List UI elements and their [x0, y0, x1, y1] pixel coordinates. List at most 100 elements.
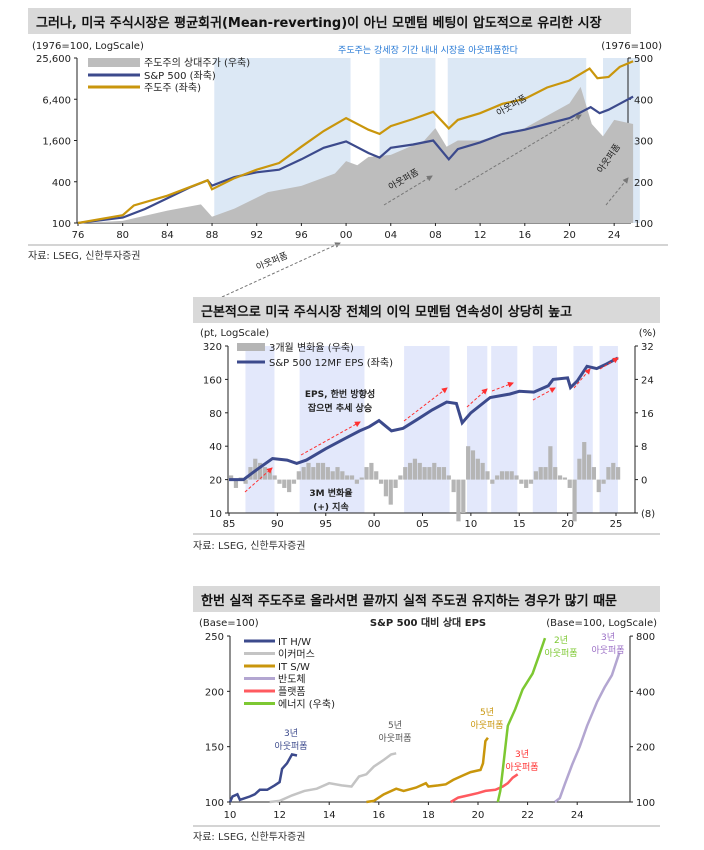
legend-sp500-label: S&P 500 (좌축)	[144, 70, 216, 82]
x-tick-label: 25	[610, 519, 623, 530]
annotation-eps-1: EPS, 한번 방향성	[305, 388, 375, 400]
change-bar	[316, 462, 321, 480]
left-tick-label: 25,600	[36, 54, 71, 65]
x-tick-label: 10	[465, 519, 478, 530]
outperform-label: 아웃퍼폼	[255, 250, 290, 273]
change-bar	[601, 479, 606, 484]
eps-line	[229, 356, 619, 482]
x-tick-label: 80	[116, 230, 129, 241]
x-tick-label: 16	[518, 230, 531, 241]
x-tick-label: 96	[295, 230, 308, 241]
left-tick-label: 40	[209, 442, 222, 453]
outperform-label: 3년	[284, 728, 298, 739]
x-tick-label: 14	[323, 810, 336, 821]
change-bar	[562, 477, 567, 480]
left-tick-label: 200	[205, 687, 224, 698]
series-line	[450, 773, 519, 804]
x-tick-label: 84	[161, 230, 174, 241]
change-bar	[557, 475, 563, 480]
right-tick-label: 800	[636, 632, 655, 643]
x-tick-label: 12	[273, 810, 286, 821]
x-tick-label: 18	[422, 810, 435, 821]
outperform-label: 5년	[388, 720, 402, 731]
change-bar	[335, 467, 340, 480]
change-bar	[543, 467, 548, 480]
outperform-label: 5년	[480, 707, 494, 718]
x-tick-label: 12	[474, 230, 487, 241]
change-bar	[509, 471, 514, 480]
x-tick-label: 08	[429, 230, 442, 241]
change-bar	[490, 479, 495, 484]
legend-label: IT H/W	[278, 637, 311, 648]
x-tick-label: 88	[206, 230, 219, 241]
momentum-arrow	[573, 368, 591, 389]
outperform-label: 3년	[601, 632, 615, 643]
left-tick-label: 150	[205, 743, 224, 754]
change-bar	[340, 471, 345, 480]
change-bar	[374, 471, 379, 480]
change-bar	[441, 467, 447, 480]
chart-2-left-unit: (pt, LogScale)	[200, 328, 269, 339]
x-tick-label: 05	[416, 519, 429, 530]
change-bar	[514, 475, 519, 480]
outperform-label: 아웃퍼폼	[470, 720, 503, 731]
change-bar	[407, 462, 413, 480]
change-bar	[422, 467, 427, 480]
change-bar	[233, 479, 239, 488]
x-tick-label: 92	[250, 230, 263, 241]
legend-label: 반도체	[278, 674, 306, 686]
x-tick-label: 04	[384, 230, 397, 241]
right-tick-label: 400	[634, 95, 653, 106]
change-bar	[577, 458, 582, 480]
outperform-label: 아웃퍼폼	[378, 733, 411, 744]
change-bar	[524, 479, 529, 488]
outperform-label: 2년	[554, 635, 568, 646]
outperform-label: 3년	[515, 749, 529, 760]
change-bar	[572, 479, 577, 522]
change-bar	[451, 479, 456, 493]
annotation-3m-2: (+) 지속	[313, 501, 348, 513]
chart-3-subtitle: S&P 500 대비 상대 EPS	[370, 616, 486, 629]
change-bar	[320, 462, 326, 480]
change-bar	[272, 475, 277, 480]
change-bar	[388, 479, 393, 505]
shaded-period	[245, 346, 275, 513]
x-tick-label: 15	[513, 519, 526, 530]
chart-2-title: 근본적으로 미국 주식시장 전체의 이익 모멘텀 연속성이 상당히 높고	[201, 304, 572, 320]
change-bar	[282, 479, 287, 488]
shaded-period	[467, 346, 488, 513]
change-bar	[470, 450, 476, 480]
change-bar	[437, 467, 442, 480]
series-line	[366, 737, 489, 804]
change-bar	[229, 475, 234, 480]
outperform-label: 아웃퍼폼	[544, 648, 577, 659]
x-tick-label: 10	[224, 810, 237, 821]
series-line	[496, 637, 547, 803]
change-bar	[591, 467, 597, 480]
change-bar	[495, 475, 500, 480]
chart-2-source: 자료: LSEG, 신한투자증권	[193, 540, 306, 552]
momentum-arrow	[244, 467, 273, 493]
x-tick-label: 24	[608, 230, 621, 241]
change-bar	[306, 462, 311, 480]
change-bar	[383, 479, 388, 497]
momentum-arrow	[491, 381, 514, 392]
shaded-period	[532, 346, 557, 513]
change-bar	[432, 462, 437, 480]
outperform-label: 아웃퍼폼	[274, 741, 307, 752]
shaded-period	[404, 346, 450, 513]
shaded-period	[299, 346, 365, 513]
change-bar	[291, 479, 297, 484]
momentum-arrow	[532, 387, 556, 401]
change-bar	[262, 467, 268, 480]
change-bar	[611, 462, 616, 480]
change-bar	[345, 475, 350, 480]
annotation-3m-1: 3M 변화율	[309, 487, 352, 499]
chart-1-title: 그러나, 미국 주식시장은 평균회귀(Mean-reverting)이 아닌 모…	[36, 15, 602, 31]
series-line	[228, 752, 298, 803]
right-tick-label: 200	[634, 178, 653, 189]
change-bar	[586, 454, 592, 480]
right-tick-label: 200	[636, 743, 655, 754]
annotation-eps-2: 잡으면 추세 상승	[308, 402, 372, 414]
